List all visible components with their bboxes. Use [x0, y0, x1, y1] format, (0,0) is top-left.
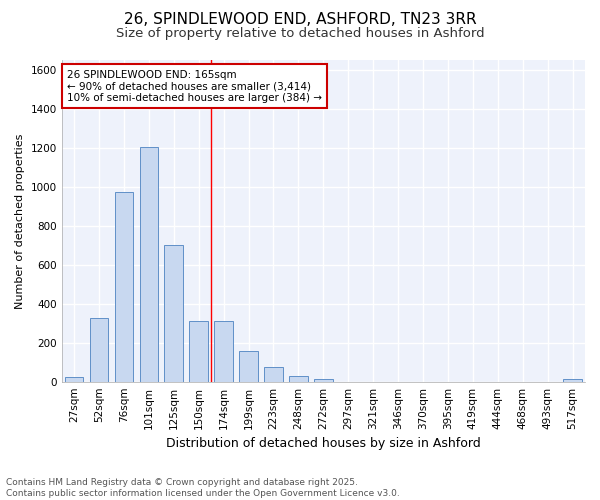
- Bar: [264, 367, 283, 382]
- Text: 26, SPINDLEWOOD END, ASHFORD, TN23 3RR: 26, SPINDLEWOOD END, ASHFORD, TN23 3RR: [124, 12, 476, 28]
- Bar: [115, 192, 133, 382]
- Y-axis label: Number of detached properties: Number of detached properties: [15, 133, 25, 308]
- Bar: [289, 376, 308, 382]
- Bar: [90, 318, 109, 382]
- Bar: [190, 321, 208, 382]
- Text: Size of property relative to detached houses in Ashford: Size of property relative to detached ho…: [116, 28, 484, 40]
- Bar: [65, 377, 83, 382]
- Bar: [563, 379, 582, 382]
- Bar: [164, 245, 183, 382]
- X-axis label: Distribution of detached houses by size in Ashford: Distribution of detached houses by size …: [166, 437, 481, 450]
- Bar: [314, 379, 332, 382]
- Bar: [214, 321, 233, 382]
- Bar: [140, 147, 158, 382]
- Text: 26 SPINDLEWOOD END: 165sqm
← 90% of detached houses are smaller (3,414)
10% of s: 26 SPINDLEWOOD END: 165sqm ← 90% of deta…: [67, 70, 322, 103]
- Text: Contains HM Land Registry data © Crown copyright and database right 2025.
Contai: Contains HM Land Registry data © Crown c…: [6, 478, 400, 498]
- Bar: [239, 352, 258, 382]
